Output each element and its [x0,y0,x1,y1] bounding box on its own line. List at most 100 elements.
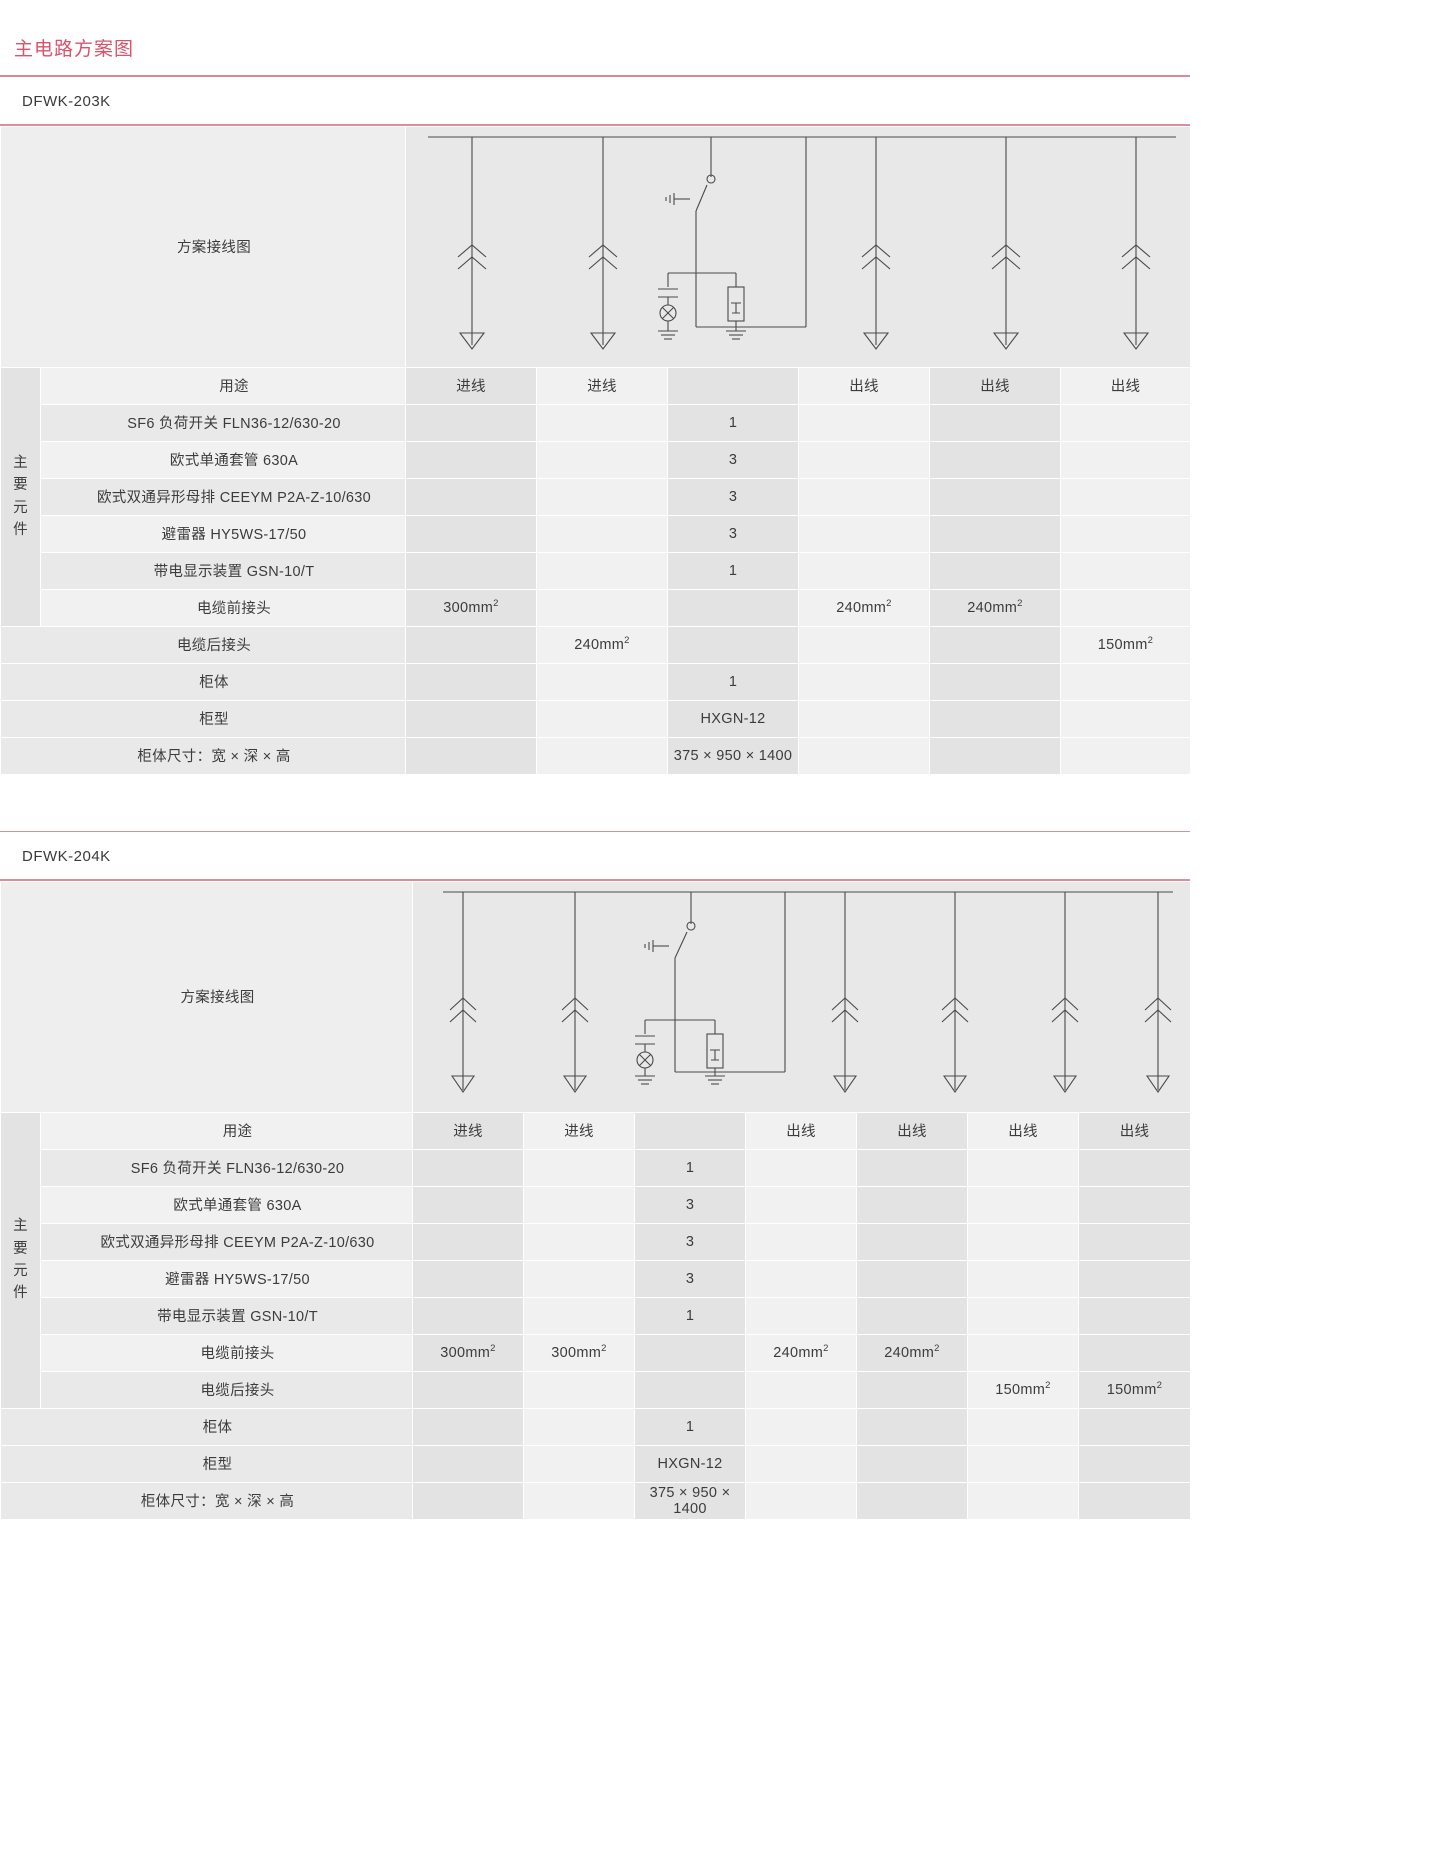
cell [967,1333,1079,1372]
cell: 300mm2 [405,588,537,627]
cell [929,699,1061,738]
cell [536,551,668,590]
cell: 3 [634,1259,746,1298]
cell [405,440,537,479]
cell [1077,1407,1192,1446]
cell [634,1370,746,1409]
cell [967,1222,1079,1261]
cell [523,1407,635,1446]
cell [1059,440,1192,479]
cell: 3 [667,514,799,553]
table-row: 柜体 1 [0,662,1192,701]
cell [523,1222,635,1261]
cell [1077,1481,1192,1520]
row-label: 柜型 [0,1444,413,1483]
cell [523,1296,635,1335]
cell [1077,1222,1192,1261]
cell [1077,1259,1192,1298]
cell: HXGN-12 [634,1444,746,1483]
schematic-diagram-1 [404,125,1192,368]
usage-cell: 进线 [412,1111,524,1150]
cell: HXGN-12 [667,699,799,738]
model-divider-2 [0,879,1190,881]
cell [412,1259,524,1298]
cell: 3 [667,477,799,516]
cell [536,736,668,775]
cell [412,1407,524,1446]
diagram-row-label-1: 方案接线图 [0,125,406,368]
cell [536,403,668,442]
row-label: 电缆前接头 [40,1333,413,1372]
cell [536,514,668,553]
table-row: 柜型 HXGN-12 [0,699,1192,738]
cell [1059,699,1192,738]
usage-cell: 出线 [798,366,930,405]
cell [412,1370,524,1409]
diagram-row-2: 方案接线图 [0,880,1192,1113]
cell [536,477,668,516]
cell [798,736,930,775]
cell [1059,662,1192,701]
schematic-diagram-2 [411,880,1192,1113]
table-row: 欧式双通异形母排 CEEYM P2A-Z-10/630 3 [1,1222,1192,1261]
group-label-2: 主 要 元 件 [0,1111,41,1409]
cell: 375 × 950 × 1400 [634,1481,746,1520]
cell [745,1444,857,1483]
table-row: 柜体尺寸：宽 × 深 × 高 375 × 950 × 1400 [0,736,1192,775]
cell [856,1296,968,1335]
document-page: 主电路方案图 DFWK-203K 方案接线图 [0,39,1192,1520]
row-label: 带电显示装置 GSN-10/T [40,1296,413,1335]
usage-cell: 出线 [856,1111,968,1150]
row-label: 柜型 [0,699,406,738]
table-row: 欧式单通套管 630A 3 [1,440,1192,479]
row-label: SF6 负荷开关 FLN36-12/630-20 [40,1148,413,1187]
cell [1059,403,1192,442]
table-row: SF6 负荷开关 FLN36-12/630-20 1 [1,1148,1192,1187]
cell [856,1444,968,1483]
cell [856,1148,968,1187]
cell [1059,736,1192,775]
cell [856,1259,968,1298]
cell [929,440,1061,479]
table-row: 电缆前接头 300mm2 240mm2 240mm2 [1,588,1192,627]
cell [1059,588,1192,627]
cell [1077,1333,1192,1372]
row-label: 电缆前接头 [40,588,406,627]
cell [929,662,1061,701]
single-line-diagram-svg-2 [443,890,1173,1093]
cell [798,477,930,516]
cell [405,625,537,664]
cell: 240mm2 [745,1333,857,1372]
cell [745,1370,857,1409]
cell [405,477,537,516]
usage-cell: 进线 [523,1111,635,1150]
cell [856,1407,968,1446]
cell: 300mm2 [523,1333,635,1372]
row-label: 避雷器 HY5WS-17/50 [40,1259,413,1298]
cell [745,1407,857,1446]
cell [967,1444,1079,1483]
cell [929,625,1061,664]
cell [1077,1296,1192,1335]
cell [745,1185,857,1224]
cell [856,1481,968,1520]
cell [967,1407,1079,1446]
cell [1077,1444,1192,1483]
cell [967,1296,1079,1335]
cell: 150mm2 [1059,625,1192,664]
table-row: 电缆后接头 150mm2 150mm2 [1,1370,1192,1409]
table-row: 避雷器 HY5WS-17/50 3 [1,1259,1192,1298]
row-label: SF6 负荷开关 FLN36-12/630-20 [40,403,406,442]
table-row: 柜体 1 [0,1407,1192,1446]
cell: 150mm2 [967,1370,1079,1409]
title-divider [0,75,1190,77]
cell [856,1222,968,1261]
cell [798,440,930,479]
table-row: 柜体尺寸：宽 × 深 × 高 375 × 950 × 1400 [0,1481,1192,1520]
table-row: 带电显示装置 GSN-10/T 1 [1,1296,1192,1335]
section-divider [0,830,1190,832]
cell [745,1296,857,1335]
row-label: 避雷器 HY5WS-17/50 [40,514,406,553]
cell: 300mm2 [412,1333,524,1372]
cell [523,1370,635,1409]
